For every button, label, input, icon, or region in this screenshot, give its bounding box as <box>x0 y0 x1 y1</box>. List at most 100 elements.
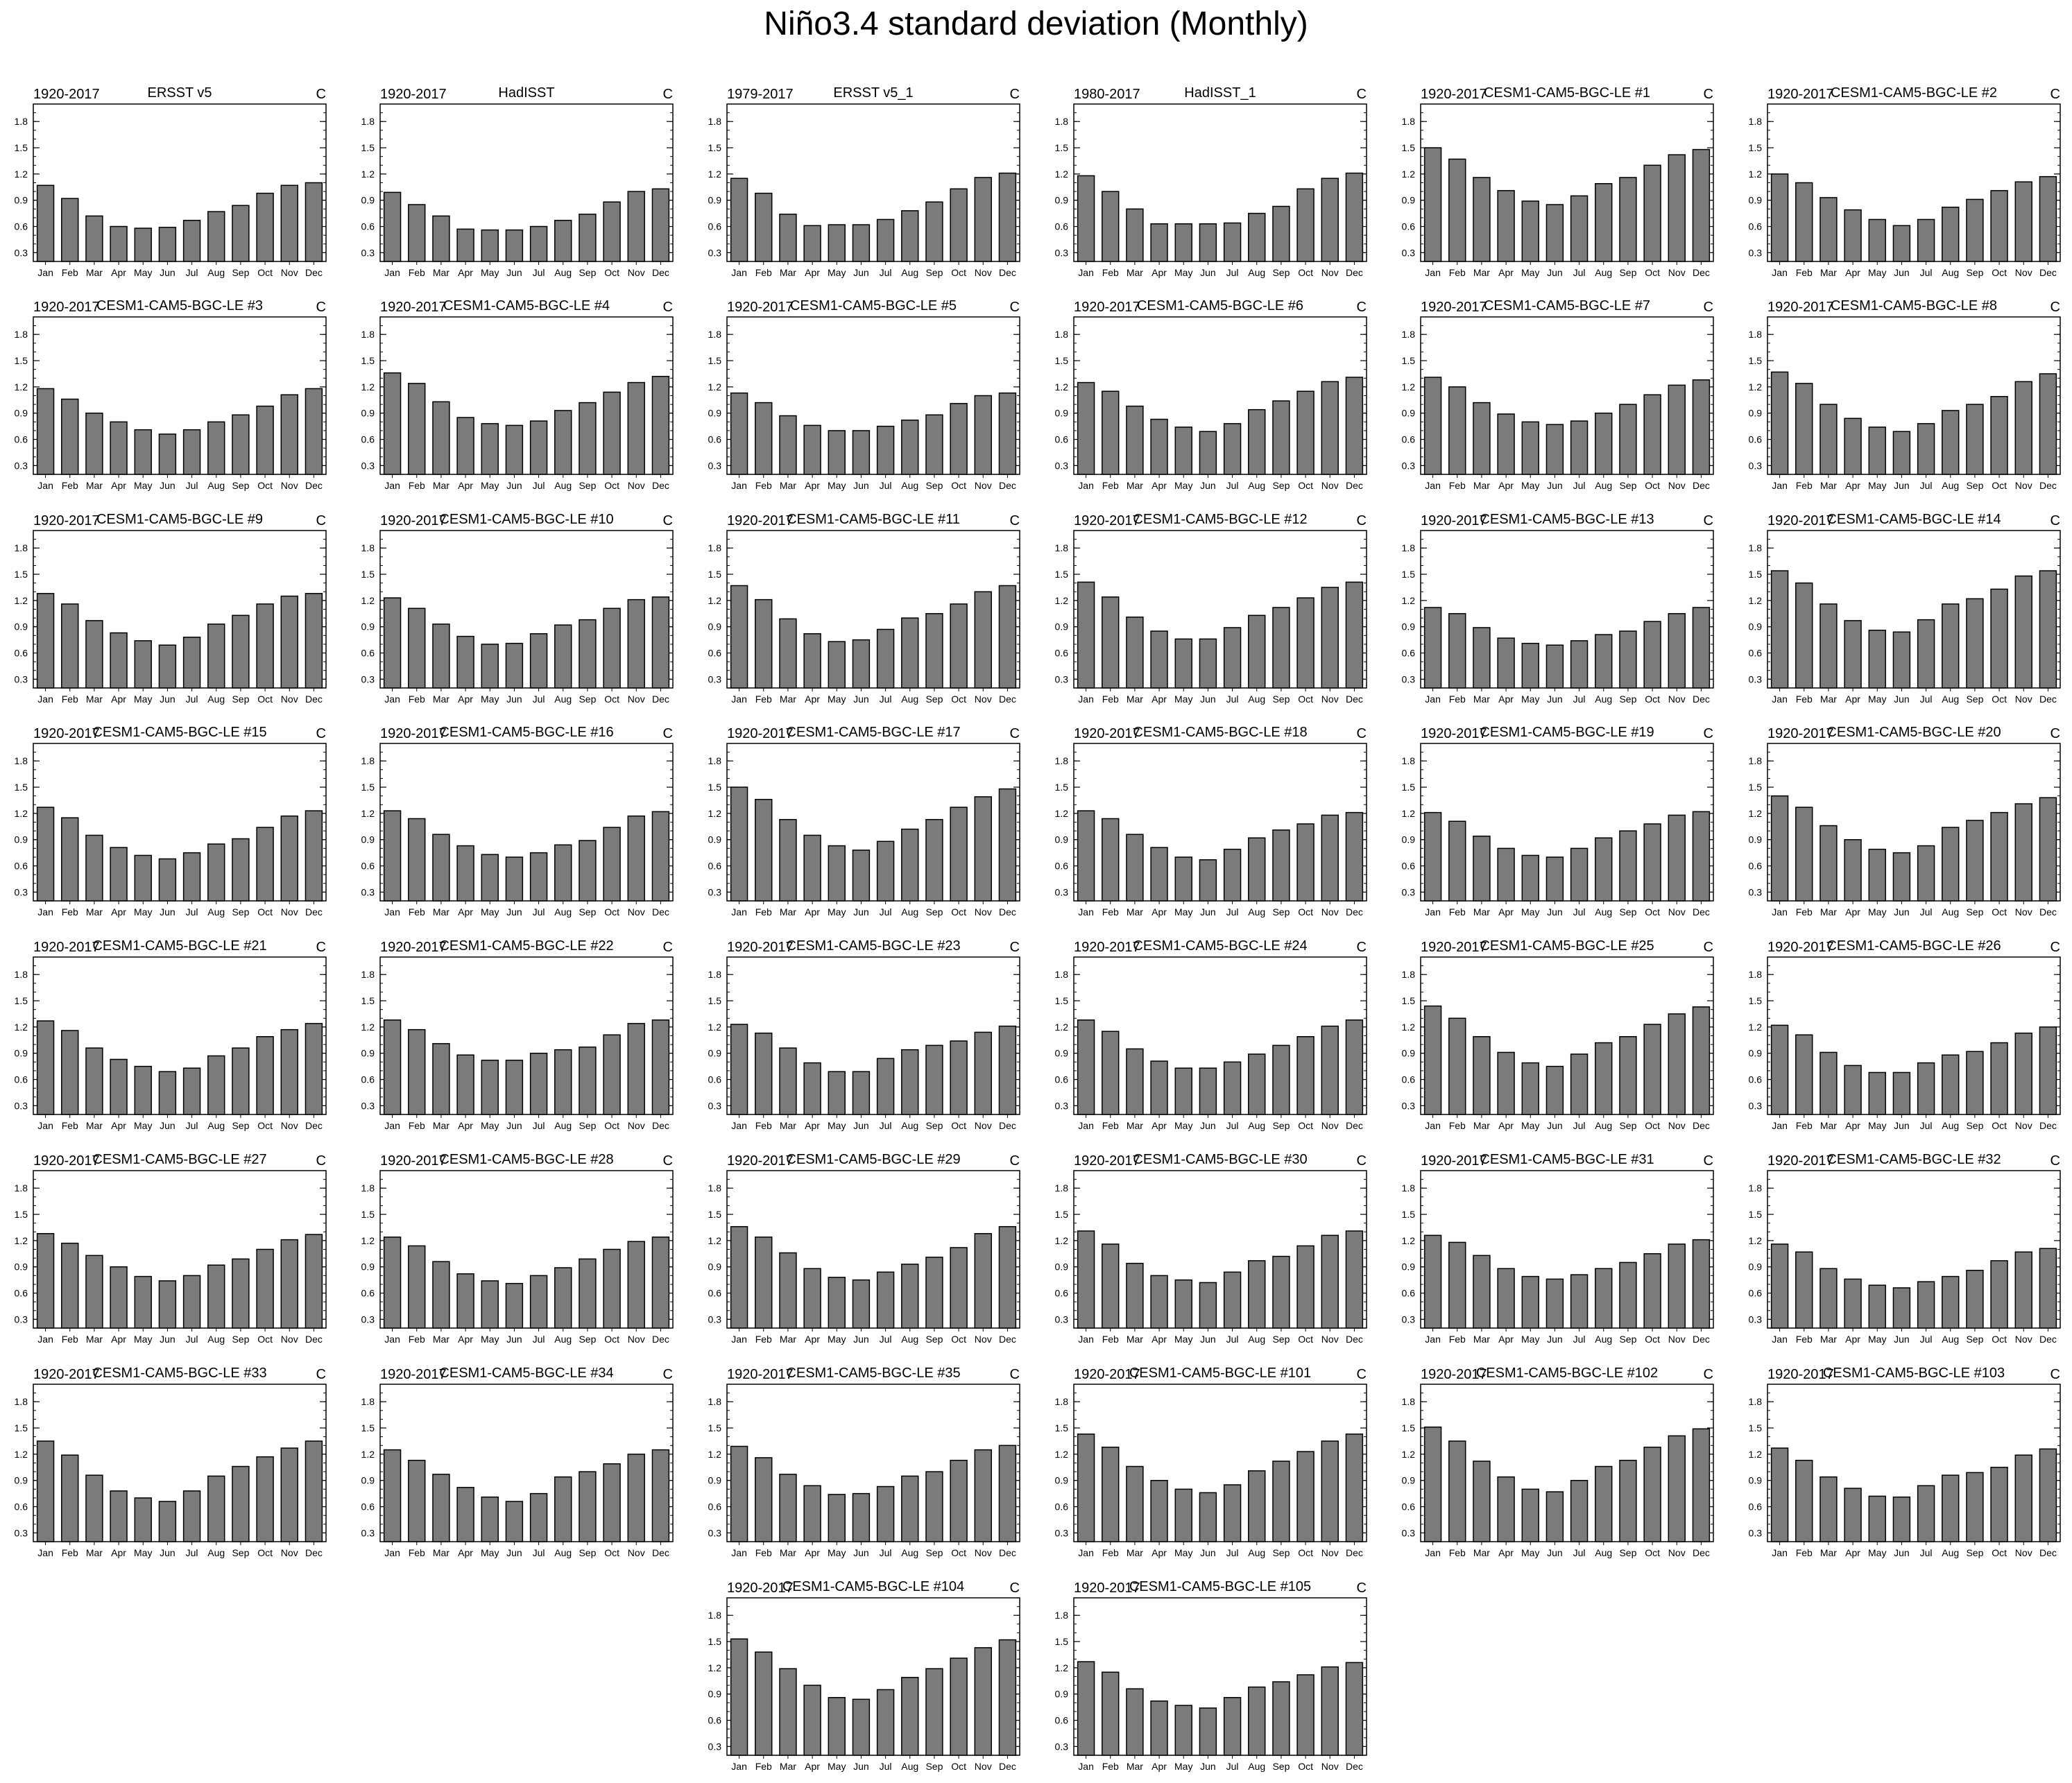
y-tick-label: 1.2 <box>361 1449 375 1460</box>
bar <box>1174 427 1192 475</box>
x-tick-label: Jul <box>1226 1761 1239 1772</box>
y-tick-label: 0.9 <box>1055 834 1069 845</box>
x-tick-label: Dec <box>1693 480 1710 491</box>
bar <box>1844 838 1862 902</box>
x-tick-label: Mar <box>1127 267 1143 278</box>
bar <box>1820 1051 1838 1115</box>
y-tick-label: 1.5 <box>15 142 28 153</box>
x-tick-label: May <box>1174 267 1192 278</box>
bar <box>1546 1491 1564 1542</box>
bar <box>1174 856 1192 902</box>
y-tick-label: 1.2 <box>1749 1235 1763 1246</box>
panel-period: 1920-2017 <box>380 87 447 102</box>
bar <box>182 1275 201 1329</box>
x-tick-label: Dec <box>2039 1334 2057 1345</box>
y-tick-label: 1.2 <box>15 381 28 393</box>
panel-units: C <box>1010 300 1020 315</box>
bar <box>305 1023 323 1115</box>
y-tick-label: 0.3 <box>15 460 28 471</box>
x-tick-label: Apr <box>805 694 820 705</box>
bar <box>1174 1067 1192 1115</box>
bar <box>207 421 225 475</box>
y-tick-label: 0.9 <box>15 1475 28 1486</box>
bar <box>1102 1031 1120 1115</box>
x-tick-label: Aug <box>1248 480 1265 491</box>
panel-dataset-name: CESM1-CAM5-BGC-LE #4 <box>443 298 610 313</box>
bar <box>134 227 152 262</box>
x-tick-label: Mar <box>86 267 103 278</box>
y-tick-label: 0.3 <box>1055 1100 1069 1111</box>
x-tick-label: Jan <box>731 906 747 918</box>
x-tick-label: Oct <box>1298 1120 1313 1131</box>
x-tick-label: Jan <box>37 267 53 278</box>
x-tick-label: Nov <box>1668 906 1686 918</box>
x-tick-label: Dec <box>305 1334 323 1345</box>
bar <box>1223 1697 1242 1756</box>
y-tick-label: 0.9 <box>361 1048 375 1059</box>
x-tick-label: Aug <box>1248 1120 1265 1131</box>
x-tick-label: Aug <box>1942 1120 1959 1131</box>
x-tick-label: Aug <box>901 267 918 278</box>
bar <box>408 818 426 902</box>
bar <box>627 381 645 475</box>
y-tick-label: 1.5 <box>1749 1422 1763 1433</box>
bar <box>1643 394 1661 475</box>
x-tick-label: Jan <box>1078 1334 1094 1345</box>
bar <box>1321 1025 1339 1115</box>
bar <box>901 420 919 475</box>
bar <box>1546 1065 1564 1115</box>
bar <box>1321 1666 1339 1756</box>
panel-period: 1920-2017 <box>33 1367 100 1382</box>
y-tick-label: 0.9 <box>15 1048 28 1059</box>
panel-dataset-name: CESM1-CAM5-BGC-LE #8 <box>1831 298 1997 313</box>
x-tick-label: Sep <box>925 1547 943 1558</box>
y-tick-label: 0.9 <box>708 1261 722 1273</box>
x-tick-label: May <box>1521 1334 1539 1345</box>
y-tick-label: 0.6 <box>361 1501 375 1513</box>
x-tick-label: Jan <box>1425 694 1441 705</box>
bar <box>529 633 548 689</box>
y-tick-label: 1.8 <box>1749 542 1763 553</box>
bar <box>2014 1251 2032 1329</box>
bar <box>1223 222 1242 262</box>
bar <box>481 229 499 262</box>
x-tick-label: Feb <box>409 1334 425 1345</box>
x-tick-label: Jan <box>1078 906 1094 918</box>
x-tick-label: Aug <box>554 694 572 705</box>
x-tick-label: Apr <box>805 267 820 278</box>
bar <box>1321 1234 1339 1329</box>
bar <box>1223 1271 1242 1329</box>
x-tick-label: Jul <box>1573 694 1586 705</box>
bar <box>1619 1261 1637 1329</box>
x-tick-label: Aug <box>554 1334 572 1345</box>
bar <box>603 391 621 475</box>
bar <box>1917 1281 1935 1329</box>
bar <box>1423 147 1442 262</box>
panel-units: C <box>1357 1153 1367 1169</box>
y-tick-label: 1.2 <box>15 595 28 606</box>
y-tick-label: 1.5 <box>15 355 28 366</box>
bar <box>85 1474 103 1542</box>
x-tick-label: Nov <box>281 906 298 918</box>
bar <box>579 402 597 475</box>
y-tick-label: 1.5 <box>1055 355 1069 366</box>
y-tick-label: 0.3 <box>1055 247 1069 258</box>
x-tick-label: Jul <box>186 267 198 278</box>
x-tick-label: Jul <box>880 1120 892 1131</box>
bar <box>305 810 323 902</box>
bar <box>1345 1433 1364 1542</box>
x-tick-label: Jun <box>506 267 522 278</box>
panel-dataset-name: CESM1-CAM5-BGC-LE #24 <box>1133 938 1307 954</box>
x-tick-label: May <box>1868 906 1886 918</box>
y-tick-label: 1.8 <box>1402 329 1416 340</box>
x-tick-label: Jun <box>1894 267 1910 278</box>
x-tick-label: Aug <box>1248 1334 1265 1345</box>
panel-period: 1920-2017 <box>33 87 100 102</box>
x-tick-label: Jun <box>506 1120 522 1131</box>
x-tick-label: Jun <box>853 1334 869 1345</box>
bar <box>1126 405 1144 475</box>
bar <box>1892 852 1911 902</box>
y-tick-label: 1.5 <box>708 1209 722 1220</box>
